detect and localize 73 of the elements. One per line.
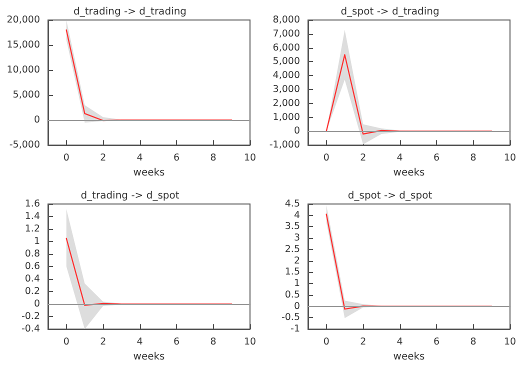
x-tick-label: 0	[63, 336, 70, 348]
y-tick-label: 0	[34, 298, 40, 310]
x-axis-title: weeks	[393, 168, 425, 178]
y-tick-label: 10,000	[6, 64, 40, 76]
y-tick-label: 1.6	[24, 198, 40, 209]
x-tick-label: 6	[174, 152, 180, 164]
x-tick-label: 0	[323, 152, 330, 164]
y-tick-label: 2	[294, 254, 300, 266]
x-tick-label: 8	[470, 336, 476, 348]
y-tick-label: 1.5	[284, 266, 300, 278]
y-tick-label: 1.4	[24, 210, 40, 222]
x-tick-label: 10	[244, 336, 256, 348]
x-tick-label: 8	[470, 152, 476, 164]
x-tick-label: 0	[323, 336, 330, 348]
y-tick-label: 8,000	[272, 14, 300, 26]
y-tick-label: 7,000	[272, 28, 300, 40]
y-tick-label: 1,000	[272, 112, 300, 123]
x-tick-label: 2	[360, 336, 366, 348]
y-tick-label: -0.4	[21, 323, 40, 334]
y-tick-label: -0.2	[21, 310, 40, 322]
x-tick-label: 6	[434, 336, 440, 348]
y-tick-label: 0.6	[24, 260, 40, 272]
y-tick-label: 5,000	[12, 90, 40, 101]
y-tick-label: 0.4	[24, 273, 40, 284]
y-tick-label: 4,000	[272, 70, 300, 82]
x-tick-label: 2	[100, 336, 106, 348]
y-tick-label: 1	[294, 278, 300, 289]
y-tick-label: 1	[34, 236, 40, 247]
x-tick-label: 4	[136, 152, 143, 164]
x-tick-label: 0	[63, 152, 70, 164]
y-tick-label: 1.2	[24, 223, 40, 234]
y-tick-label: 20,000	[6, 14, 40, 26]
y-tick-label: 0	[294, 300, 300, 312]
chart-title: d_trading -> d_spot	[80, 190, 180, 201]
x-axis-title: weeks	[393, 351, 425, 362]
x-tick-label: 8	[210, 336, 216, 348]
y-tick-label: -1	[290, 323, 300, 334]
y-tick-label: 0	[34, 114, 40, 126]
y-tick-label: 3.5	[284, 220, 300, 232]
y-tick-label: 0.2	[24, 286, 40, 297]
y-tick-label: 3,000	[272, 84, 300, 95]
chart-title: d_spot -> d_trading	[340, 6, 440, 18]
y-tick-label: 2.5	[284, 243, 300, 254]
y-tick-label: 5,000	[272, 56, 300, 68]
x-axis-title: weeks	[133, 168, 165, 178]
x-tick-label: 4	[396, 336, 403, 348]
x-tick-label: 4	[396, 152, 403, 164]
y-tick-label: 6,000	[272, 42, 300, 54]
y-tick-label: 0.5	[284, 288, 300, 300]
x-tick-label: 10	[504, 336, 516, 348]
y-tick-label: 0.8	[24, 248, 40, 260]
y-tick-label: 4	[294, 209, 300, 220]
y-tick-label: 15,000	[6, 40, 40, 51]
y-tick-label: -1,000	[269, 140, 300, 151]
x-tick-label: 10	[504, 152, 516, 164]
x-tick-label: 2	[100, 152, 106, 164]
x-tick-label: 4	[136, 336, 143, 348]
chart-title: d_spot -> d_spot	[348, 190, 432, 201]
chart-title: d_trading -> d_trading	[74, 6, 186, 18]
y-tick-label: -0.5	[281, 312, 300, 323]
x-axis-title: weeks	[133, 351, 165, 362]
y-tick-label: 4.5	[284, 198, 300, 209]
line-series	[66, 237, 232, 306]
y-tick-label: 3	[294, 232, 300, 244]
x-tick-label: 10	[244, 152, 256, 164]
x-tick-label: 6	[174, 336, 180, 348]
x-tick-label: 8	[210, 152, 216, 164]
x-tick-label: 6	[434, 152, 440, 164]
y-tick-label: 0	[294, 126, 300, 137]
x-tick-label: 2	[360, 152, 366, 164]
y-tick-label: -5,000	[9, 140, 40, 151]
y-tick-label: 2,000	[272, 98, 300, 109]
line-series	[326, 54, 492, 135]
